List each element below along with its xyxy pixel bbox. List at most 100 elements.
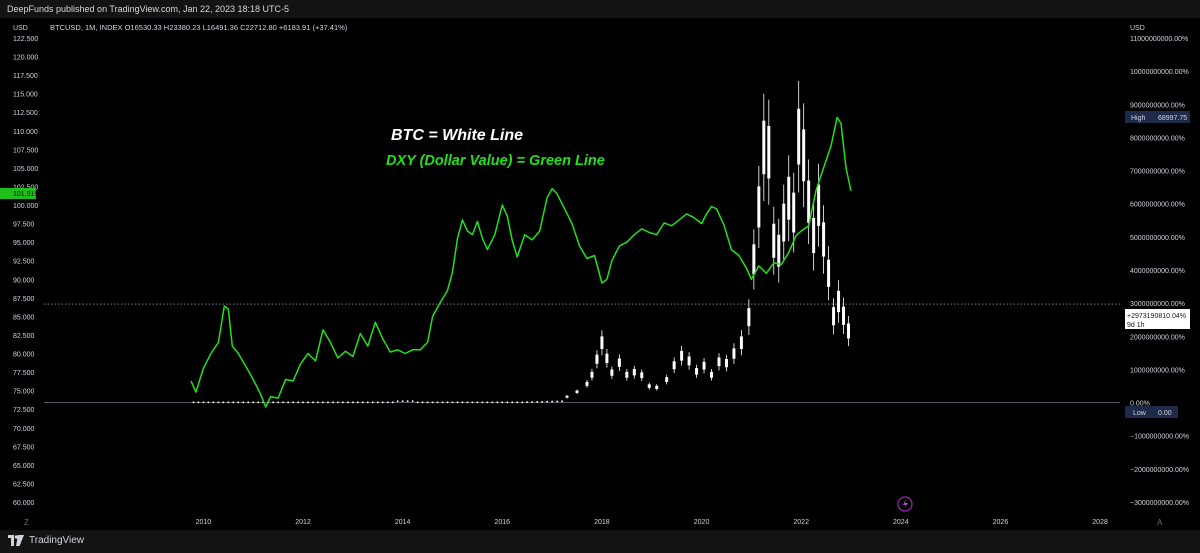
btc-candle	[297, 401, 299, 404]
btc-candle	[416, 401, 419, 404]
chart-svg[interactable]: USD USD BTCUSD, 1M, INDEX O16530.33 H233…	[0, 18, 1200, 530]
left-tick-label: 100.000	[13, 203, 38, 210]
left-tick-label: 87.500	[13, 296, 35, 303]
x-tick-label: 2022	[793, 519, 809, 526]
left-axis-unit: USD	[13, 25, 28, 32]
high-value: 68997.75	[1158, 115, 1187, 122]
btc-candle	[817, 184, 821, 226]
btc-candle	[842, 306, 846, 325]
btc-series	[192, 80, 851, 404]
high-label-bg	[1125, 111, 1154, 123]
btc-candle	[605, 353, 609, 363]
left-tick-label: 120.000	[13, 55, 38, 62]
left-tick-label: 67.500	[13, 444, 35, 451]
btc-candle	[531, 401, 533, 403]
btc-candle	[347, 401, 349, 404]
left-tick-label: 92.500	[13, 259, 35, 266]
btc-candle	[317, 401, 319, 404]
btc-candle	[541, 401, 543, 403]
btc-candle	[252, 401, 255, 404]
right-axis-unit: USD	[1130, 25, 1145, 32]
auto-scale-toggle[interactable]: A	[1157, 518, 1163, 527]
left-tick-label: 102.500	[13, 184, 38, 191]
btc-candle	[655, 385, 659, 389]
btc-candle	[287, 401, 289, 404]
left-tick-label: 112.500	[13, 110, 38, 117]
right-tick-label: 4000000000.00%	[1130, 268, 1185, 275]
btc-candle	[757, 186, 761, 228]
btc-candle	[337, 401, 339, 404]
left-tick-label: 77.500	[13, 370, 35, 377]
right-tick-label: −1000000000.00%	[1130, 434, 1189, 441]
current-pct-badge-bg	[1125, 309, 1190, 329]
btc-candle	[192, 401, 195, 404]
right-tick-label: 2000000000.00%	[1130, 334, 1185, 341]
btc-candle	[197, 401, 200, 404]
btc-candle	[837, 290, 841, 313]
btc-candle	[724, 358, 728, 368]
btc-candle	[486, 401, 489, 404]
right-tick-label: −2000000000.00%	[1130, 467, 1189, 474]
btc-candle	[556, 400, 558, 403]
x-tick-label: 2014	[395, 519, 411, 526]
btc-candle	[847, 323, 851, 339]
btc-candle	[307, 401, 309, 404]
right-tick-label: 8000000000.00%	[1130, 135, 1185, 142]
btc-candle	[322, 401, 324, 404]
btc-candle	[476, 401, 479, 404]
btc-candle	[212, 401, 215, 404]
left-tick-label: 107.500	[13, 147, 38, 154]
btc-candle	[565, 395, 569, 398]
left-axis: 122.500 120.000 117.500 115.000 112.500 110.0…	[13, 36, 38, 507]
right-tick-label: 11000000000.00%	[1130, 36, 1188, 43]
left-tick-label: 115.000	[13, 92, 38, 99]
reference-lines	[44, 303, 1120, 403]
left-tick-label: 97.500	[13, 222, 35, 229]
btc-candle	[710, 371, 714, 378]
btc-candle	[575, 390, 579, 393]
left-tick-label: 70.000	[13, 426, 35, 433]
chart-area[interactable]: USD USD BTCUSD, 1M, INDEX O16530.33 H233…	[0, 18, 1200, 530]
btc-candle	[590, 371, 594, 378]
left-tick-label: 122.500	[13, 36, 38, 43]
btc-candle	[436, 401, 439, 404]
btc-candle	[461, 401, 464, 404]
lightning-icon[interactable]	[897, 496, 913, 512]
x-tick-label: 2012	[295, 519, 311, 526]
btc-candle	[585, 381, 589, 386]
btc-candle	[202, 401, 205, 404]
btc-candle	[451, 401, 454, 404]
btc-candle	[739, 336, 743, 349]
btc-candle	[680, 350, 684, 361]
btc-candle	[822, 222, 826, 257]
zoom-corner-left[interactable]: Z	[24, 518, 29, 527]
right-tick-label: 0.00%	[1130, 401, 1150, 408]
btc-candle	[396, 400, 399, 402]
btc-candle	[521, 401, 524, 404]
left-tick-label: 95.000	[13, 240, 35, 247]
x-tick-label: 2016	[495, 519, 511, 526]
btc-candle	[782, 203, 786, 242]
btc-legend-annotation: BTC = White Line	[391, 127, 523, 144]
btc-candle	[207, 401, 210, 404]
current-pct-value: +2973190810.04%	[1127, 313, 1186, 320]
btc-candle	[625, 371, 629, 378]
left-tick-label: 85.000	[13, 314, 35, 321]
btc-candle	[787, 176, 791, 220]
left-tick-label: 65.000	[13, 463, 35, 470]
btc-candle	[665, 377, 669, 382]
btc-candle	[406, 400, 409, 402]
tradingview-brand[interactable]: TradingView	[8, 535, 84, 546]
high-value-bg	[1154, 111, 1190, 123]
btc-candle	[491, 401, 494, 404]
btc-candle	[232, 401, 235, 404]
current-value-badge: 101.919	[13, 191, 38, 198]
btc-candle	[807, 180, 811, 223]
btc-candle	[561, 400, 563, 403]
x-tick-label: 2024	[893, 519, 909, 526]
btc-candle	[342, 401, 344, 404]
btc-candle	[501, 401, 504, 404]
btc-candle	[511, 401, 514, 404]
btc-candle	[526, 401, 529, 404]
left-tick-label: 80.000	[13, 352, 35, 359]
